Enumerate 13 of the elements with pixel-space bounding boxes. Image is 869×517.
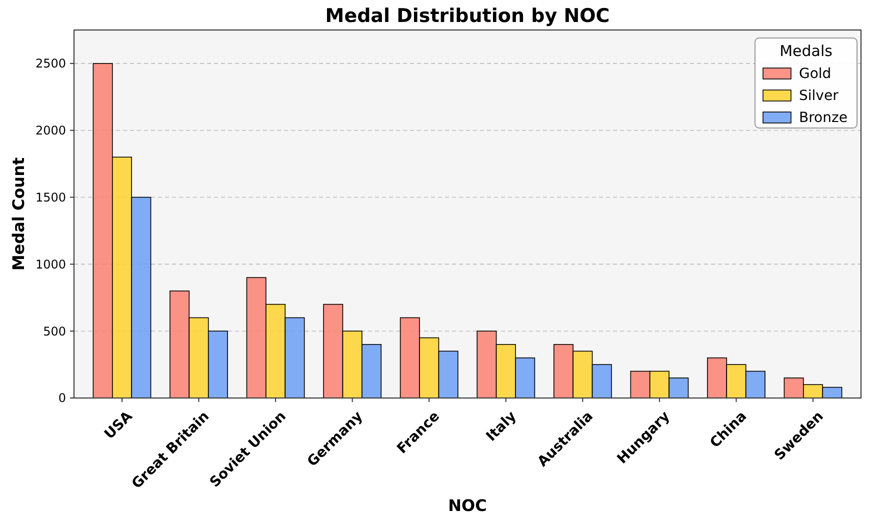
y-axis-title: Medal Count [9, 157, 28, 271]
y-tick-label: 500 [43, 324, 66, 338]
y-tick-label: 1500 [35, 190, 66, 204]
legend-title: Medals [780, 42, 833, 60]
y-tick-label: 2000 [35, 124, 66, 138]
y-tick-label: 0 [58, 391, 66, 406]
y-tick-label: 2500 [35, 56, 66, 71]
legend-label: Gold [799, 66, 832, 82]
y-tick-label: 1000 [35, 257, 66, 272]
x-axis-title: NOC [448, 496, 487, 515]
chart-title: Medal Distribution by NOC [325, 5, 610, 27]
legend-label: Silver [799, 88, 839, 104]
legend-label: Bronze [799, 110, 848, 126]
